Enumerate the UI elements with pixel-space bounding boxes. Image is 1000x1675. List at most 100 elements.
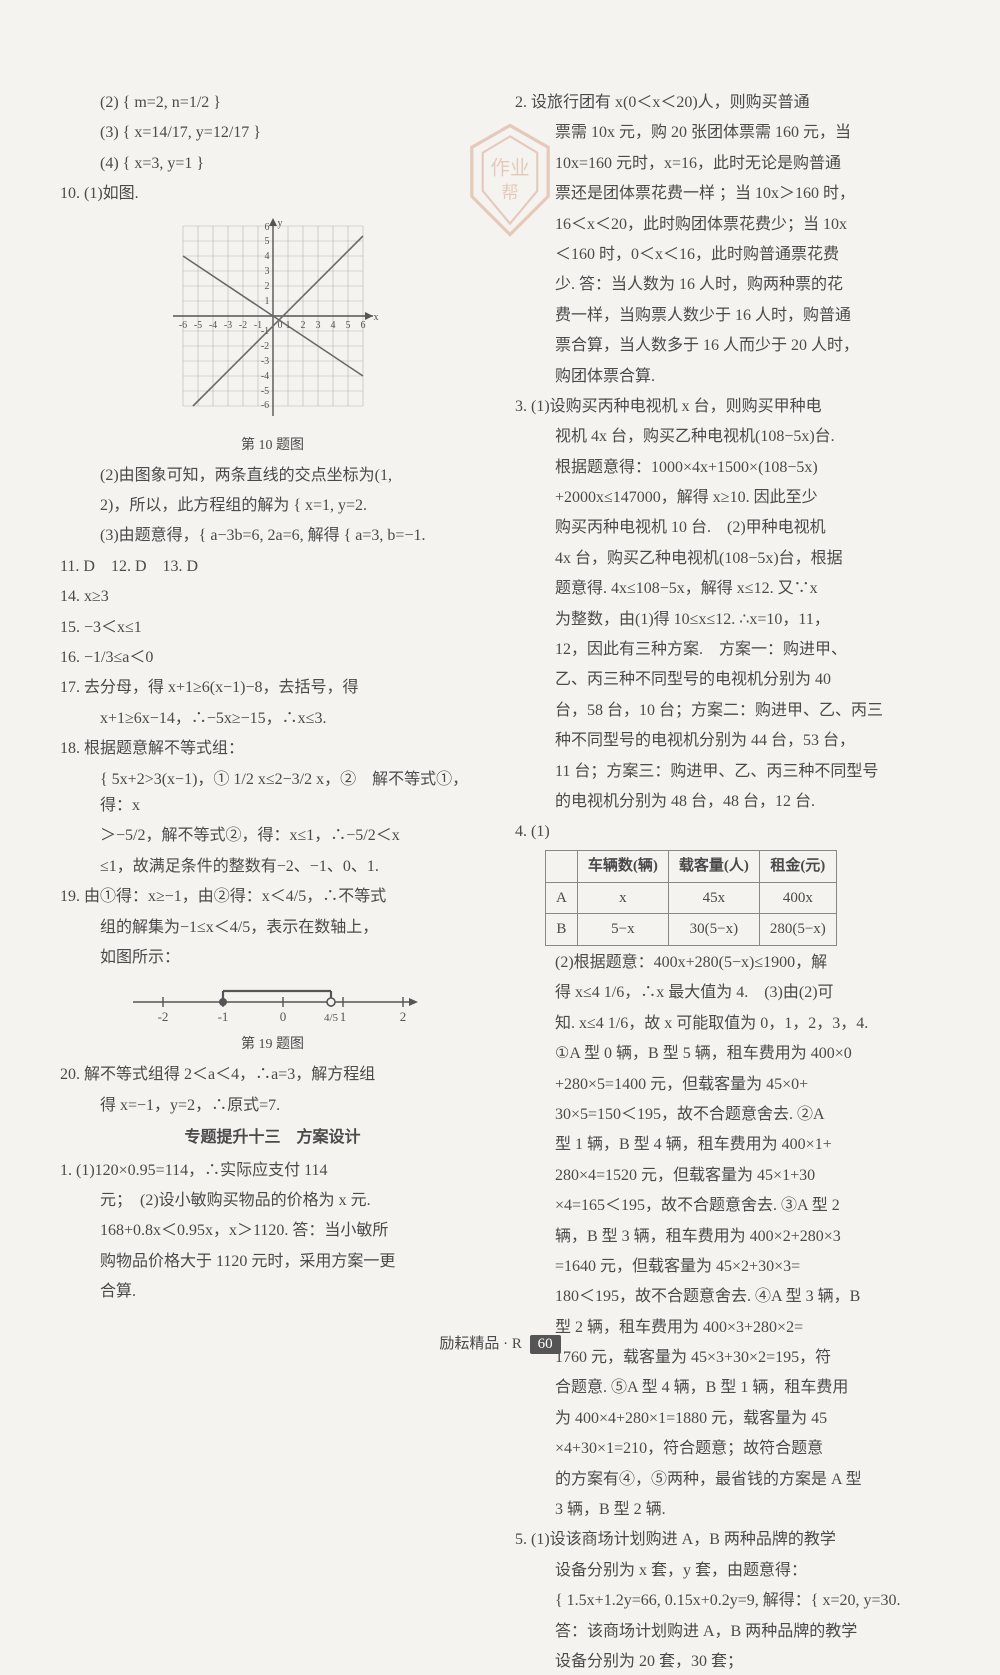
svg-text:-1: -1 <box>217 1009 228 1024</box>
svg-text:1: 1 <box>285 320 290 331</box>
cell: 5−x <box>577 914 668 946</box>
p3k: 台，58 台，10 台；方案二：购进甲、乙、丙三 <box>515 698 940 724</box>
th-vehicles: 车辆数(辆) <box>577 850 668 882</box>
p4-3f: ×4=165＜195，故不合题意舍去. ③A 型 2 <box>515 1193 940 1219</box>
q10-2a: (2)由图象可知，两条直线的交点坐标为(1, <box>60 463 485 489</box>
svg-text:-3: -3 <box>260 356 268 367</box>
svg-text:6: 6 <box>360 320 365 331</box>
p2f: ＜160 时，0＜x＜16，此时购普通票花费 <box>515 242 940 268</box>
cell: 45x <box>668 882 759 914</box>
q15: 15. −3＜x≤1 <box>60 615 485 641</box>
svg-text:1: 1 <box>339 1009 346 1024</box>
p2i: 票合算，当人数多于 16 人而少于 20 人时， <box>515 333 940 359</box>
p4-3l: 合题意. ⑤A 型 4 辆，B 型 1 辆，租车费用 <box>515 1375 940 1401</box>
cell: 30(5−x) <box>668 914 759 946</box>
cell: 280(5−x) <box>759 914 836 946</box>
cell: 400x <box>759 882 836 914</box>
section-title: 专题提升十三 方案设计 <box>60 1125 485 1151</box>
p4-3o: 的方案有④，⑤两种，最省钱的方案是 A 型 <box>515 1467 940 1493</box>
p3b: 视机 4x 台，购买乙种电视机(108−5x)台. <box>515 424 940 450</box>
p4-2b: 得 x≤4 1/6，∴x 最大值为 4. (3)由(2)可 <box>515 980 940 1006</box>
q10-3: (3)由题意得，{ a−3b=6, 2a=6, 解得 { a=3, b=−1. <box>60 523 485 549</box>
q17b: x+1≥6x−14，∴−5x≥−15，∴x≤3. <box>60 706 485 732</box>
th-rent: 租金(元) <box>759 850 836 882</box>
table-header-row: 车辆数(辆) 载客量(人) 租金(元) <box>546 850 837 882</box>
p2j: 购团体票合算. <box>515 364 940 390</box>
q10-2b: 2)，所以，此方程组的解为 { x=1, y=2. <box>60 493 485 519</box>
table-row: B 5−x 30(5−x) 280(5−x) <box>546 914 837 946</box>
svg-text:y: y <box>277 218 282 229</box>
svg-text:0: 0 <box>277 320 282 331</box>
q20a: 20. 解不等式组得 2＜a＜4，∴a=3，解方程组 <box>60 1062 485 1088</box>
q19-caption: 第 19 题图 <box>60 1033 485 1056</box>
table-row: A x 45x 400x <box>546 882 837 914</box>
p2b: 票需 10x 元，购 20 张团体票需 160 元，当 <box>515 120 940 146</box>
p4-3g: 辆，B 型 3 辆，租车费用为 400×2+280×3 <box>515 1224 940 1250</box>
p4-3i: 180＜195，故不合题意舍去. ④A 型 3 辆，B <box>515 1284 940 1310</box>
svg-text:-2: -2 <box>157 1009 168 1024</box>
svg-text:-5: -5 <box>193 320 201 331</box>
p2g: 少. 答：当人数为 16 人时，购两种票的花 <box>515 272 940 298</box>
answer-4: (4) { x=3, y=1 } <box>60 151 485 177</box>
svg-text:-2: -2 <box>260 341 268 352</box>
svg-text:-4: -4 <box>260 371 268 382</box>
p3g: 题意得. 4x≤108−5x，解得 x≤12. 又∵x <box>515 576 940 602</box>
page-footer: 励耘精品 · R 60 <box>0 1332 1000 1354</box>
left-column: (2) { m=2, n=1/2 } (3) { x=14/17, y=12/1… <box>60 90 485 1290</box>
p2d: 票还是团体票花费一样 ；当 10x＞160 时， <box>515 181 940 207</box>
p2a: 2. 设旅行团有 x(0＜x＜20)人，则购买普通 <box>515 90 940 116</box>
p4-3d: 型 1 辆，B 型 4 辆，租车费用为 400×1+ <box>515 1132 940 1158</box>
cell: A <box>546 882 578 914</box>
svg-text:3: 3 <box>315 320 320 331</box>
p3n: 的电视机分别为 48 台，48 台，12 台. <box>515 789 940 815</box>
p3l: 种不同型号的电视机分别为 44 台，53 台， <box>515 728 940 754</box>
p4-3a: ①A 型 0 辆，B 型 5 辆，租车费用为 400×0 <box>515 1041 940 1067</box>
svg-text:-5: -5 <box>260 386 268 397</box>
svg-text:-3: -3 <box>223 320 231 331</box>
p4-2a: (2)根据题意：400x+280(5−x)≤1900，解 <box>515 950 940 976</box>
svg-text:-6: -6 <box>178 320 186 331</box>
p3d: +2000x≤147000，解得 x≥10. 因此至少 <box>515 485 940 511</box>
p4-3c: 30×5=150＜195，故不合题意舍去. ②A <box>515 1102 940 1128</box>
p5b: 设备分别为 x 套，y 套，由题意得： <box>515 1558 940 1584</box>
svg-text:2: 2 <box>399 1009 406 1024</box>
p1c: 168+0.8x＜0.95x，x＞1120. 答：当小敏所 <box>60 1218 485 1244</box>
p4-3e: 280×4=1520 元，但载客量为 45×1+30 <box>515 1163 940 1189</box>
q11-13: 11. D 12. D 13. D <box>60 554 485 580</box>
p3e: 购买丙种电视机 10 台. (2)甲种电视机 <box>515 515 940 541</box>
p4-3n: ×4+30×1=210，符合题意；故符合题意 <box>515 1436 940 1462</box>
p4-3p: 3 辆，B 型 2 辆. <box>515 1497 940 1523</box>
p4-3m: 为 400×4+280×1=1880 元，载客量为 45 <box>515 1406 940 1432</box>
p3h: 为整数，由(1)得 10≤x≤12. ∴x=10，11， <box>515 607 940 633</box>
p4-1: 4. (1) <box>515 819 940 845</box>
p2c: 10x=160 元时，x=16，此时无论是购普通 <box>515 151 940 177</box>
svg-text:-2: -2 <box>238 320 246 331</box>
two-column-layout: (2) { m=2, n=1/2 } (3) { x=14/17, y=12/1… <box>60 90 940 1290</box>
svg-text:1: 1 <box>264 296 269 307</box>
answer-2: (2) { m=2, n=1/2 } <box>60 90 485 116</box>
p5e: 设备分别为 20 套，30 套； <box>515 1649 940 1675</box>
answer-3: (3) { x=14/17, y=12/17 } <box>60 120 485 146</box>
svg-text:4/5: 4/5 <box>323 1012 338 1024</box>
p1a: 1. (1)120×0.95=114，∴实际应支付 114 <box>60 1158 485 1184</box>
p3i: 12，因此有三种方案. 方案一：购进甲、 <box>515 637 940 663</box>
p5d: 答：该商场计划购进 A，B 两种品牌的教学 <box>515 1619 940 1645</box>
p3j: 乙、丙三种不同型号的电视机分别为 40 <box>515 667 940 693</box>
footer-dot: · <box>503 1336 508 1352</box>
svg-text:4: 4 <box>264 251 269 262</box>
q16: 16. −1/3≤a＜0 <box>60 645 485 671</box>
page-number: 60 <box>530 1335 561 1354</box>
svg-text:5: 5 <box>345 320 350 331</box>
p2e: 16＜x＜20，此时购团体票花费少；当 10x <box>515 212 940 238</box>
q14: 14. x≥3 <box>60 584 485 610</box>
p5c: { 1.5x+1.2y=66, 0.15x+0.2y=9, 解得：{ x=20,… <box>515 1588 940 1614</box>
q10-graph: -6-5-4 -3-2-1 0 123 456 xy 123 456 -1-2-… <box>163 216 383 426</box>
svg-text:-1: -1 <box>260 326 268 337</box>
p4-3h: =1640 元，但载客量为 45×2+30×3= <box>515 1254 940 1280</box>
p4-2c: 知. x≤4 1/6，故 x 可能取值为 0，1，2，3，4. <box>515 1011 940 1037</box>
p3c: 根据题意得：1000×4x+1500×(108−5x) <box>515 455 940 481</box>
right-column: 2. 设旅行团有 x(0＜x＜20)人，则购买普通 票需 10x 元，购 20 … <box>515 90 940 1290</box>
p1b: 元； (2)设小敏购买物品的价格为 x 元. <box>60 1188 485 1214</box>
q19a: 19. 由①得：x≥−1，由②得：x＜4/5，∴不等式 <box>60 884 485 910</box>
p4-3b: +280×5=1400 元，但载客量为 45×0+ <box>515 1072 940 1098</box>
